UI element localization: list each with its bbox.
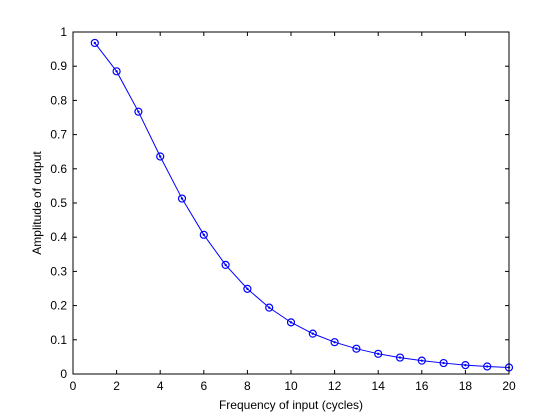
x-tick-label: 2 xyxy=(113,379,120,393)
data-point-dot xyxy=(115,70,118,73)
x-tick-label: 16 xyxy=(415,379,429,393)
data-point-dot xyxy=(377,352,380,356)
data-point-dot xyxy=(93,41,97,45)
x-tick-label: 18 xyxy=(459,379,473,393)
data-point-dot xyxy=(486,365,489,368)
data-point xyxy=(374,349,383,358)
data-point-dot xyxy=(289,321,293,324)
data-point-dot xyxy=(159,155,162,158)
data-point xyxy=(395,353,405,362)
data-point-marker xyxy=(221,260,230,270)
data-point xyxy=(134,107,143,116)
y-tick-label: 0.3 xyxy=(50,264,67,278)
data-point-dot xyxy=(137,110,140,113)
data-point-marker xyxy=(395,353,405,362)
data-point xyxy=(352,344,361,353)
data-point-marker xyxy=(483,362,492,371)
data-point xyxy=(308,329,317,338)
data-point xyxy=(177,194,187,203)
plot-area-background xyxy=(73,32,509,374)
data-point-marker xyxy=(352,344,361,353)
data-point-dot xyxy=(224,263,227,267)
data-point-dot xyxy=(355,347,358,350)
data-point xyxy=(483,362,492,371)
data-point-dot xyxy=(202,233,205,237)
x-tick-label: 20 xyxy=(502,379,516,393)
data-point-marker xyxy=(265,303,274,312)
x-tick-label: 6 xyxy=(200,379,207,393)
data-point xyxy=(265,303,274,312)
data-point-marker xyxy=(243,284,252,293)
x-tick-label: 12 xyxy=(328,379,342,393)
data-point xyxy=(417,356,426,365)
data-point xyxy=(199,230,208,239)
x-tick-label: 4 xyxy=(157,379,164,393)
tick-labels: 0 2 4 6 8 10 12 14 16 18 20 0 0.1 0.2 0.3 0.4 0.5 0.6 0.7 0… xyxy=(50,25,516,393)
data-point-marker xyxy=(199,230,208,239)
data-point-dot xyxy=(311,332,314,335)
y-tick-label: 0.4 xyxy=(50,230,67,244)
data-point-marker xyxy=(374,349,383,358)
data-point xyxy=(90,38,99,48)
data-point xyxy=(286,318,296,327)
data-point xyxy=(243,284,252,293)
data-point-dot xyxy=(398,356,402,359)
y-tick-label: 0.8 xyxy=(50,93,67,107)
data-point-dot xyxy=(180,197,184,200)
data-point-marker xyxy=(330,338,339,347)
y-tick-label: 0.5 xyxy=(50,196,67,210)
data-point-dot xyxy=(442,361,445,365)
data-point-dot xyxy=(246,287,249,291)
data-point-marker xyxy=(308,329,317,338)
data-point xyxy=(330,338,339,347)
data-point-marker xyxy=(286,318,296,327)
data-point-marker xyxy=(156,152,165,161)
y-tick-label: 1 xyxy=(60,25,67,39)
x-tick-label: 10 xyxy=(284,379,298,393)
data-point-marker xyxy=(90,38,99,48)
data-point-marker xyxy=(177,194,187,203)
y-tick-label: 0.2 xyxy=(50,299,67,313)
data-point-dot xyxy=(464,363,467,367)
data-point-marker xyxy=(112,67,121,76)
y-tick-label: 0.7 xyxy=(50,128,67,142)
y-tick-label: 0.6 xyxy=(50,162,67,176)
y-axis-label: Amplitude of output xyxy=(30,151,44,255)
y-tick-label: 0.9 xyxy=(50,59,67,73)
data-point-marker xyxy=(417,356,426,365)
x-tick-label: 8 xyxy=(244,379,251,393)
data-point-dot xyxy=(268,306,271,309)
x-axis-label: Frequency of input (cycles) xyxy=(219,398,363,412)
x-tick-label: 0 xyxy=(70,379,77,393)
x-tick-label: 14 xyxy=(372,379,386,393)
data-point xyxy=(439,358,448,368)
axes-box xyxy=(72,31,510,375)
data-point-marker xyxy=(461,361,470,370)
y-tick-label: 0 xyxy=(60,367,67,381)
data-point xyxy=(156,152,165,161)
data-point-marker xyxy=(439,358,448,368)
data-point-dot xyxy=(333,340,336,344)
y-tick-label: 0.1 xyxy=(50,333,67,347)
data-point-dot xyxy=(420,359,423,362)
series-layer xyxy=(90,38,514,372)
data-point-marker xyxy=(134,107,143,116)
data-point xyxy=(112,67,121,76)
data-point xyxy=(461,361,470,370)
data-point xyxy=(221,260,230,270)
